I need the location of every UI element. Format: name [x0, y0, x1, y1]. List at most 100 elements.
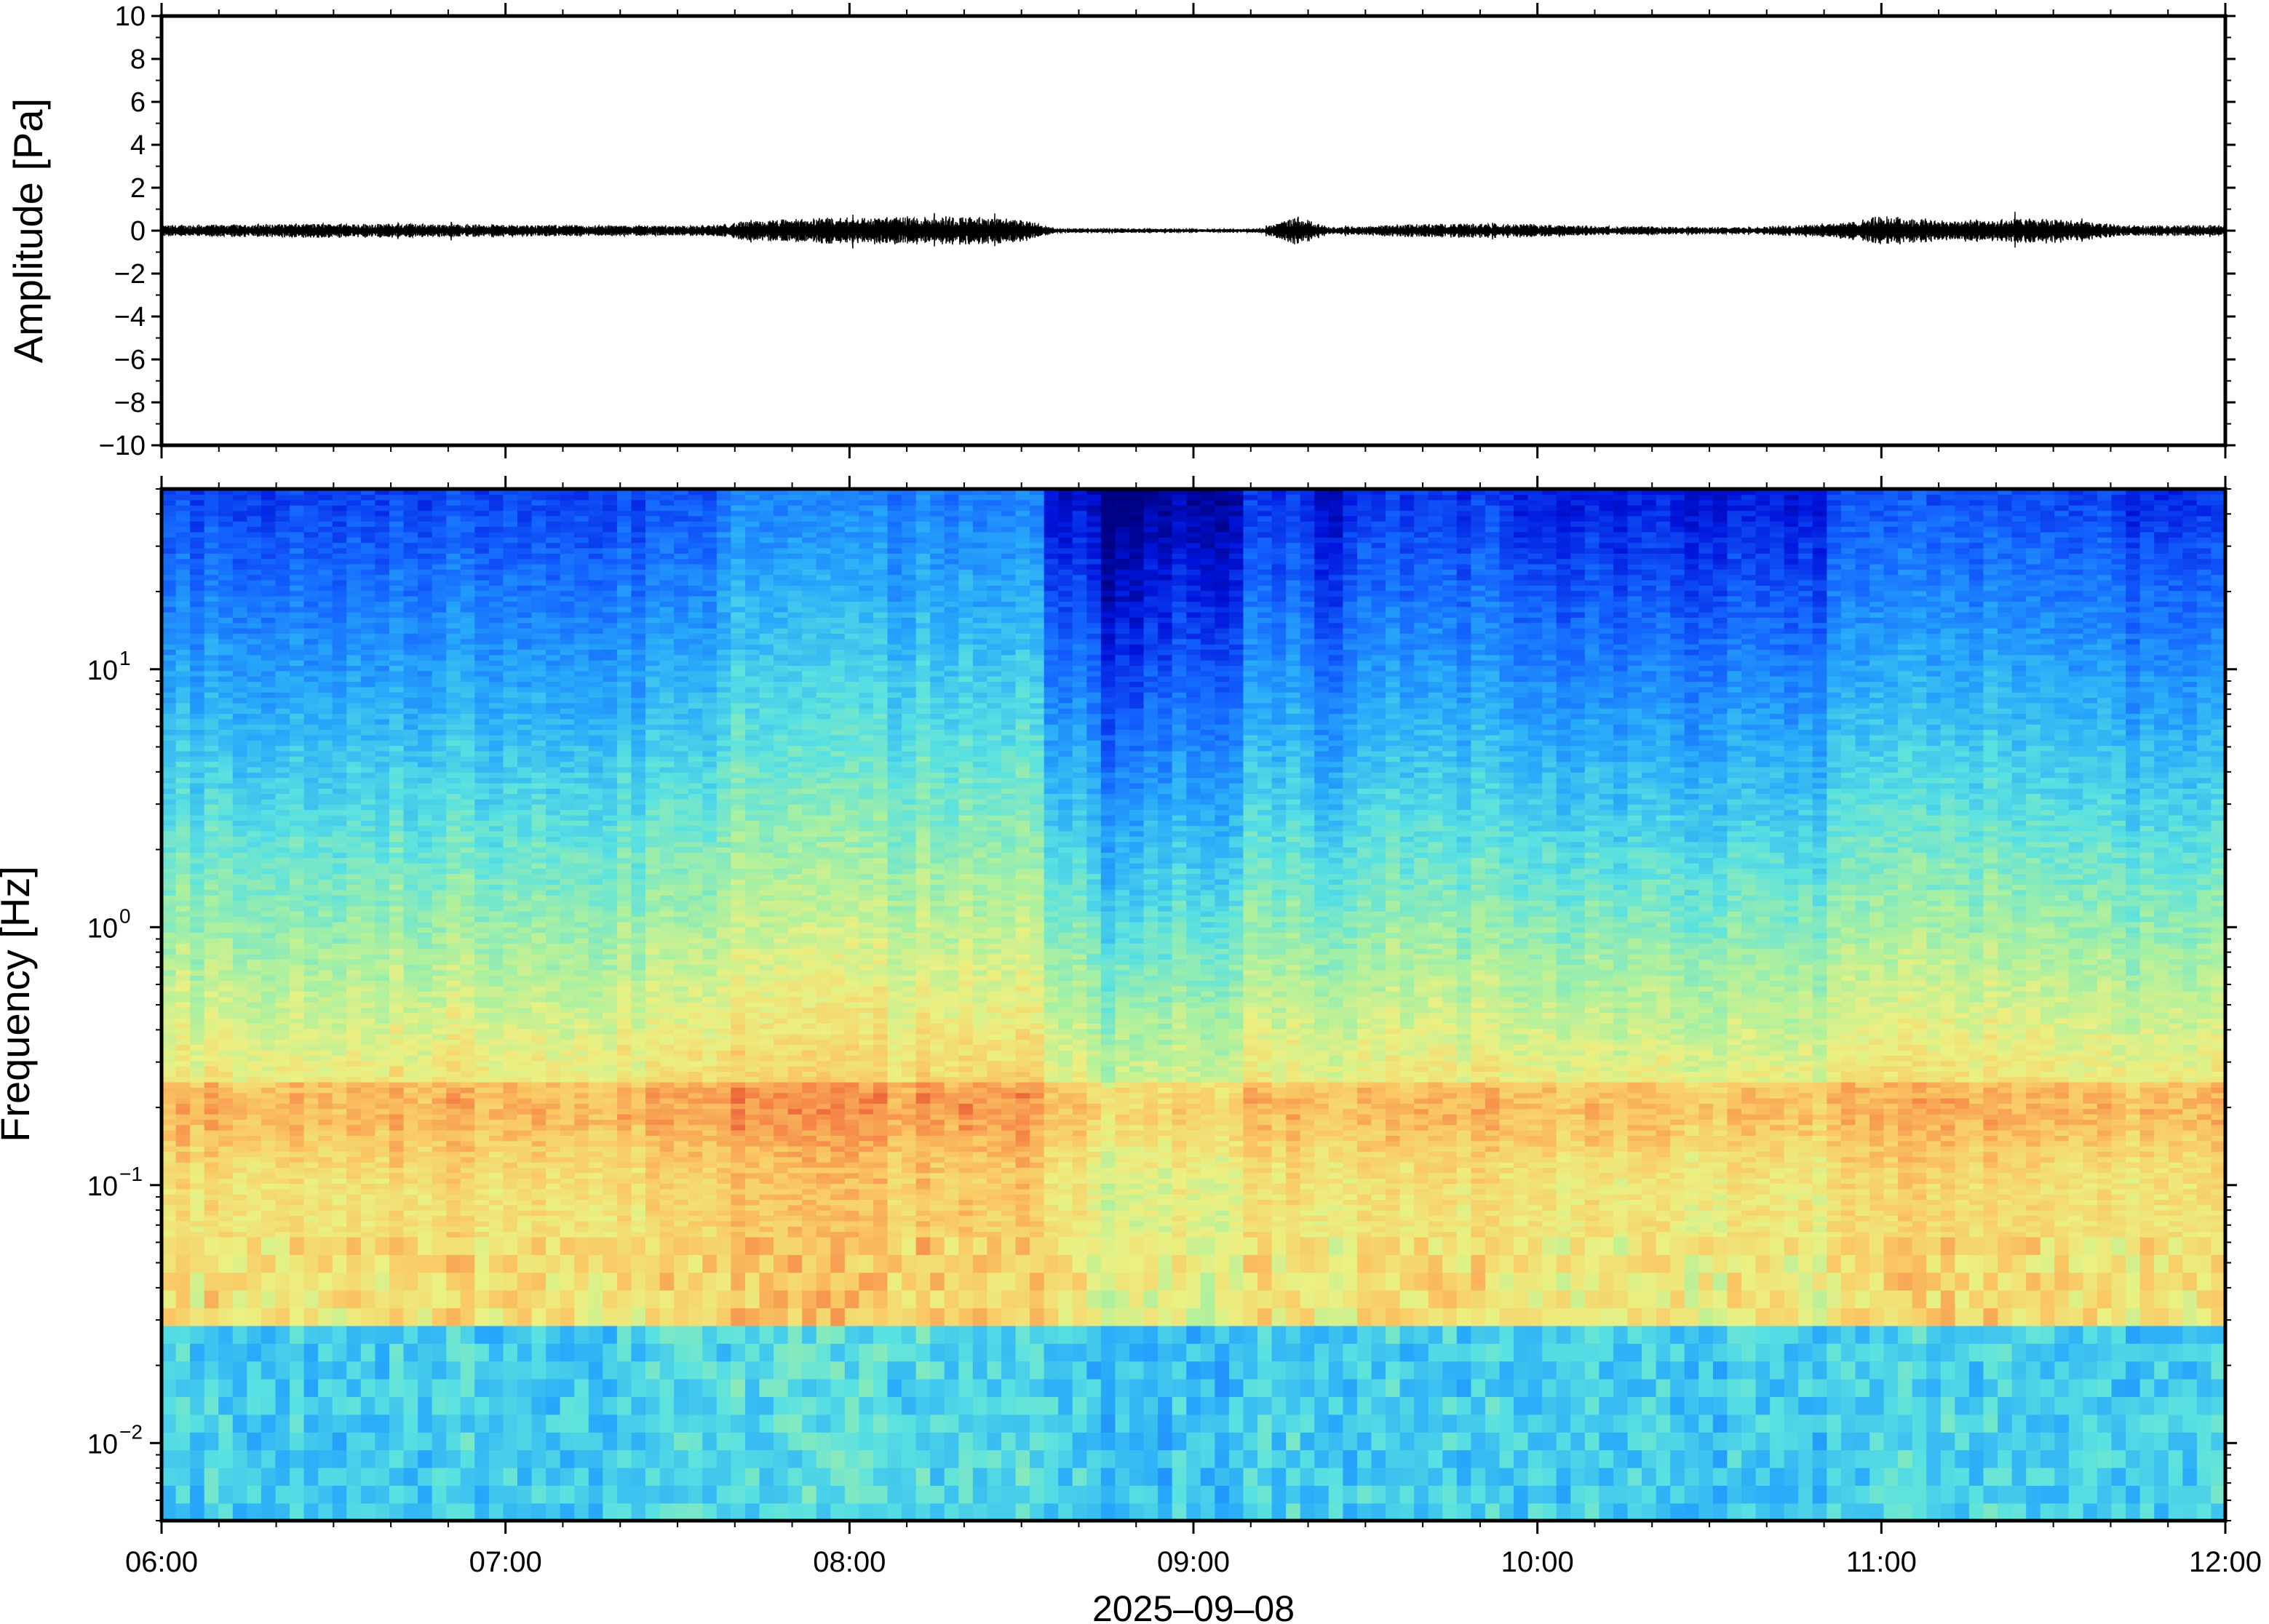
spectrogram-cell: [290, 590, 304, 596]
spectrogram-cell: [346, 874, 361, 880]
spectrogram-cell: [304, 1173, 319, 1179]
spectrogram-cell: [389, 612, 404, 618]
spectrogram-cell: [474, 980, 489, 986]
spectrogram-cell: [389, 751, 404, 757]
spectrogram-cell: [333, 1119, 347, 1125]
spectrogram-cell: [517, 932, 532, 938]
spectrogram-cell: [162, 639, 176, 645]
spectrogram-cell: [546, 954, 560, 960]
spectrogram-cell: [503, 841, 517, 847]
spectrogram-cell: [389, 703, 404, 709]
spectrogram-cell: [247, 660, 261, 666]
spectrogram-cell: [190, 649, 204, 655]
spectrogram-cell: [247, 1226, 261, 1232]
spectrogram-cell: [261, 1103, 276, 1109]
spectrogram-cell: [247, 751, 261, 757]
spectrogram-cell: [333, 639, 347, 645]
spectrogram-cell: [517, 553, 532, 559]
spectrogram-cell: [290, 996, 304, 1002]
spectrogram-cell: [517, 1125, 532, 1131]
spectrogram-cell: [532, 1307, 547, 1326]
spectrogram-cell: [560, 1109, 575, 1115]
spectrogram-cell: [204, 665, 219, 671]
spectrogram-cell: [461, 761, 475, 767]
spectrogram-cell: [503, 628, 517, 634]
spectrogram-cell: [560, 884, 575, 890]
spectrogram-cell: [532, 890, 547, 896]
spectrogram-cell: [532, 724, 547, 730]
spectrogram-cell: [318, 564, 333, 570]
spectrogram-cell: [304, 1114, 319, 1120]
spectrogram-cell: [489, 1468, 504, 1486]
spectrogram-cell: [333, 1173, 347, 1179]
spectrogram-cell: [361, 825, 375, 831]
spectrogram-cell: [589, 1167, 603, 1173]
spectrogram-cell: [532, 1485, 547, 1503]
spectrogram-cell: [190, 1215, 204, 1221]
spectrogram-cell: [461, 922, 475, 928]
spectrogram-cell: [218, 847, 233, 853]
spectrogram-cell: [560, 783, 575, 789]
spectrogram-cell: [432, 516, 447, 522]
spectrogram-cell: [218, 1092, 233, 1098]
spectrogram-cell: [589, 772, 603, 778]
spectrogram-cell: [389, 1215, 404, 1221]
spectrogram-cell: [261, 703, 276, 709]
spectrogram-cell: [247, 1343, 261, 1361]
spectrogram-cell: [474, 612, 489, 618]
spectrogram-cell: [389, 564, 404, 570]
spectrogram-cell: [290, 895, 304, 901]
spectrogram-cell: [489, 1290, 504, 1308]
spectrogram-cell: [318, 943, 333, 949]
spectrogram-cell: [532, 569, 547, 575]
spectrogram-cell: [418, 1028, 432, 1034]
spectrogram-cell: [346, 879, 361, 885]
spectrogram-cell: [162, 703, 176, 709]
spectrogram-cell: [318, 1071, 333, 1077]
spectrogram-cell: [446, 655, 461, 661]
spectrogram-cell: [218, 719, 233, 725]
spectrogram-cell: [432, 788, 447, 794]
spectrogram-cell: [474, 1272, 489, 1290]
spectrogram-cell: [517, 671, 532, 677]
spectrogram-cell: [304, 1157, 319, 1163]
spectrogram-cell: [432, 1449, 447, 1468]
spectrogram-cell: [432, 612, 447, 618]
spectrogram-cell: [446, 1237, 461, 1255]
spectrogram-cell: [461, 1034, 475, 1040]
spectrogram-cell: [290, 537, 304, 543]
spectrogram-cell: [389, 1326, 404, 1344]
spectrogram-cell: [446, 1012, 461, 1018]
spectrogram-cell: [176, 1018, 191, 1024]
spectrogram-cell: [489, 820, 504, 826]
spectrogram-cell: [162, 900, 176, 906]
spectrogram-cell: [233, 820, 247, 826]
spectrogram-cell: [446, 943, 461, 949]
spectrogram-cell: [589, 1485, 603, 1503]
spectrogram-cell: [204, 1034, 219, 1040]
spectrogram-cell: [489, 532, 504, 538]
spectrogram-cell: [446, 708, 461, 714]
spectrogram-cell: [517, 1023, 532, 1029]
spectrogram-cell: [318, 863, 333, 869]
spectrogram-cell: [361, 1307, 375, 1326]
spectrogram-cell: [461, 1396, 475, 1414]
spectrogram-cell: [290, 927, 304, 933]
spectrogram-cell: [218, 713, 233, 719]
spectrogram-cell: [176, 1066, 191, 1072]
spectrogram-cell: [304, 526, 319, 532]
spectrogram-cell: [517, 1254, 532, 1273]
spectrogram-cell: [461, 783, 475, 789]
spectrogram-cell: [517, 681, 532, 687]
spectrogram-cell: [346, 1076, 361, 1082]
spectrogram-cell: [375, 606, 389, 612]
spectrogram-cell: [233, 1125, 247, 1131]
spectrogram-cell: [204, 991, 219, 997]
spectrogram-cell: [560, 1343, 575, 1361]
spectrogram-cell: [218, 895, 233, 901]
spectrogram-cell: [404, 681, 418, 687]
spectrogram-cell: [204, 756, 219, 762]
spectrogram-cell: [275, 665, 290, 671]
spectrogram-cell: [389, 1071, 404, 1077]
spectrogram-cell: [204, 1432, 219, 1450]
